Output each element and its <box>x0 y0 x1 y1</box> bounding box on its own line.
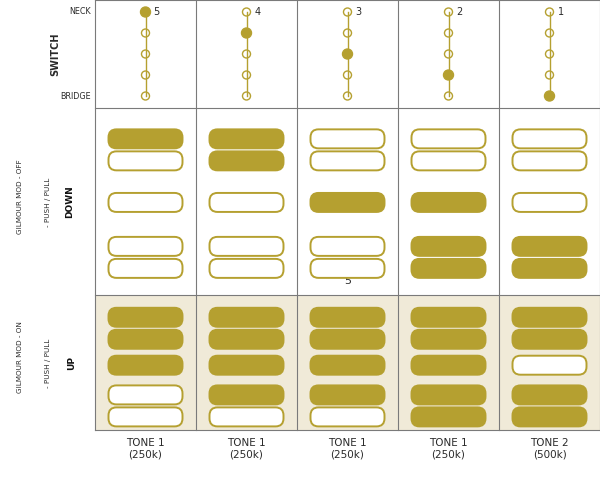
FancyBboxPatch shape <box>412 237 485 256</box>
Text: UP: UP <box>67 356 77 369</box>
FancyBboxPatch shape <box>209 386 284 404</box>
Text: TONE 1
(250k): TONE 1 (250k) <box>227 438 266 460</box>
FancyBboxPatch shape <box>109 308 182 327</box>
FancyBboxPatch shape <box>412 356 485 375</box>
Text: 2: 2 <box>457 7 463 17</box>
FancyBboxPatch shape <box>412 330 485 349</box>
FancyBboxPatch shape <box>209 237 284 256</box>
FancyBboxPatch shape <box>412 151 485 171</box>
FancyBboxPatch shape <box>109 386 182 404</box>
FancyBboxPatch shape <box>512 129 587 148</box>
Text: TONE 1
(250k): TONE 1 (250k) <box>126 438 165 460</box>
Text: - PUSH / PULL: - PUSH / PULL <box>45 176 51 227</box>
Text: - PUSH / PULL: - PUSH / PULL <box>45 337 51 388</box>
Text: NECK: NECK <box>70 7 91 17</box>
FancyBboxPatch shape <box>209 308 284 327</box>
Text: TONE 1
(250k): TONE 1 (250k) <box>328 438 367 460</box>
FancyBboxPatch shape <box>412 193 485 212</box>
FancyBboxPatch shape <box>109 259 182 278</box>
FancyBboxPatch shape <box>412 386 485 404</box>
FancyBboxPatch shape <box>311 308 385 327</box>
FancyBboxPatch shape <box>311 151 385 171</box>
Circle shape <box>443 70 454 80</box>
Circle shape <box>140 7 151 17</box>
FancyBboxPatch shape <box>512 259 587 278</box>
FancyBboxPatch shape <box>209 356 284 375</box>
FancyBboxPatch shape <box>512 356 587 375</box>
Text: TONE 2
(500k): TONE 2 (500k) <box>530 438 569 460</box>
FancyBboxPatch shape <box>109 330 182 349</box>
FancyBboxPatch shape <box>109 407 182 426</box>
FancyBboxPatch shape <box>109 129 182 148</box>
FancyBboxPatch shape <box>109 356 182 375</box>
Text: GILMOUR MOD - OFF: GILMOUR MOD - OFF <box>17 159 23 234</box>
Text: SWITCH: SWITCH <box>50 32 60 76</box>
FancyBboxPatch shape <box>109 237 182 256</box>
FancyBboxPatch shape <box>311 356 385 375</box>
Circle shape <box>343 49 353 59</box>
Text: 5: 5 <box>154 7 160 17</box>
FancyBboxPatch shape <box>109 193 182 212</box>
FancyBboxPatch shape <box>311 386 385 404</box>
FancyBboxPatch shape <box>512 308 587 327</box>
FancyBboxPatch shape <box>311 193 385 212</box>
FancyBboxPatch shape <box>311 129 385 148</box>
FancyBboxPatch shape <box>209 407 284 426</box>
FancyBboxPatch shape <box>412 308 485 327</box>
FancyBboxPatch shape <box>512 193 587 212</box>
Circle shape <box>545 91 554 101</box>
FancyBboxPatch shape <box>412 259 485 278</box>
Text: 4: 4 <box>254 7 260 17</box>
FancyBboxPatch shape <box>109 151 182 171</box>
FancyBboxPatch shape <box>311 330 385 349</box>
FancyBboxPatch shape <box>412 129 485 148</box>
FancyBboxPatch shape <box>512 330 587 349</box>
FancyBboxPatch shape <box>512 386 587 404</box>
Text: GILMOUR MOD - ON: GILMOUR MOD - ON <box>17 321 23 393</box>
Bar <box>95 295 600 430</box>
Circle shape <box>241 28 251 38</box>
FancyBboxPatch shape <box>311 237 385 256</box>
FancyBboxPatch shape <box>209 193 284 212</box>
FancyBboxPatch shape <box>512 237 587 256</box>
FancyBboxPatch shape <box>311 259 385 278</box>
Text: 5: 5 <box>344 276 351 286</box>
FancyBboxPatch shape <box>209 151 284 171</box>
FancyBboxPatch shape <box>311 407 385 426</box>
Text: DOWN: DOWN <box>65 185 74 218</box>
FancyBboxPatch shape <box>412 407 485 426</box>
FancyBboxPatch shape <box>209 330 284 349</box>
Text: 1: 1 <box>557 7 563 17</box>
Text: BRIDGE: BRIDGE <box>61 92 91 100</box>
Text: 3: 3 <box>355 7 362 17</box>
FancyBboxPatch shape <box>209 259 284 278</box>
FancyBboxPatch shape <box>209 129 284 148</box>
Bar <box>95 108 600 430</box>
Text: TONE 1
(250k): TONE 1 (250k) <box>429 438 468 460</box>
FancyBboxPatch shape <box>512 151 587 171</box>
FancyBboxPatch shape <box>512 407 587 426</box>
